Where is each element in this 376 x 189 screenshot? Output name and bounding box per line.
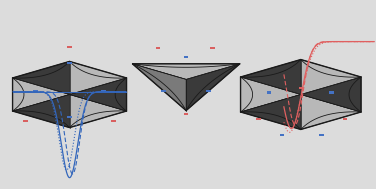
Polygon shape — [241, 60, 301, 94]
Polygon shape — [111, 120, 116, 122]
Polygon shape — [299, 87, 303, 89]
Polygon shape — [301, 94, 361, 129]
Polygon shape — [12, 78, 70, 111]
Polygon shape — [343, 118, 347, 120]
Polygon shape — [33, 90, 38, 92]
Polygon shape — [186, 64, 240, 111]
Polygon shape — [256, 118, 261, 120]
Polygon shape — [67, 116, 72, 118]
Polygon shape — [23, 120, 28, 122]
Polygon shape — [12, 61, 70, 94]
Polygon shape — [206, 90, 211, 92]
Polygon shape — [67, 62, 72, 64]
Polygon shape — [319, 134, 324, 136]
Polygon shape — [329, 91, 334, 94]
Polygon shape — [70, 78, 127, 111]
Polygon shape — [210, 47, 215, 49]
Polygon shape — [184, 56, 188, 58]
Polygon shape — [70, 94, 127, 128]
Polygon shape — [280, 134, 284, 136]
Polygon shape — [184, 113, 188, 115]
Polygon shape — [241, 77, 301, 112]
Polygon shape — [132, 64, 240, 79]
Polygon shape — [301, 60, 361, 94]
Polygon shape — [101, 90, 106, 92]
Polygon shape — [156, 47, 160, 49]
Polygon shape — [161, 90, 166, 92]
Polygon shape — [70, 61, 127, 94]
Polygon shape — [67, 46, 72, 48]
Polygon shape — [132, 64, 186, 111]
Polygon shape — [301, 77, 361, 112]
Polygon shape — [241, 94, 301, 129]
Polygon shape — [12, 94, 70, 128]
Polygon shape — [267, 91, 271, 94]
